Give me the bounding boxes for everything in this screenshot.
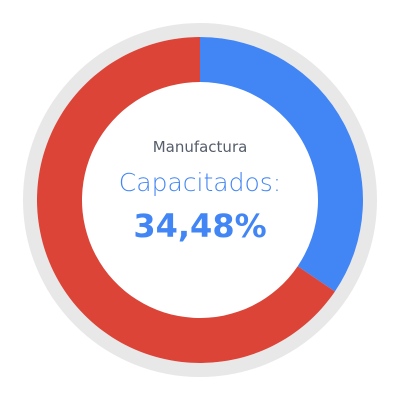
donut-slice-1 (36, 37, 335, 364)
donut-slices (36, 37, 363, 364)
donut-slice-0 (200, 37, 363, 292)
donut-track (23, 23, 377, 377)
